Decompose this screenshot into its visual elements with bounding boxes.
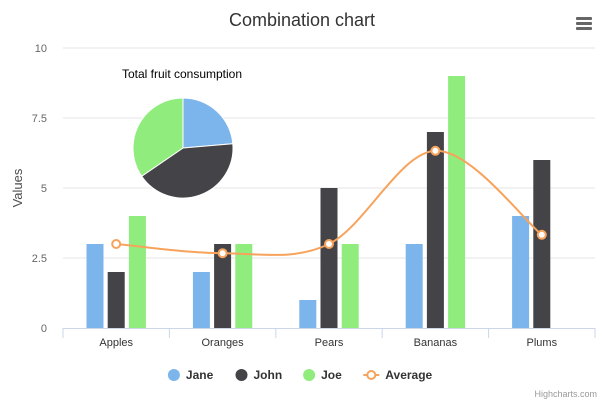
- average-point: [324, 239, 334, 249]
- x-tick-label: Apples: [99, 337, 133, 349]
- legend-point-marker: [366, 370, 377, 380]
- x-tick-label: Oranges: [201, 337, 244, 349]
- legend-label: Jane: [186, 368, 214, 382]
- y-tick-label: 7.5: [32, 113, 47, 125]
- x-axis: Apples Oranges Pears Bananas Plums: [62, 328, 596, 349]
- bar-jane: [512, 216, 530, 328]
- bar-john: [214, 244, 232, 328]
- bar-jane: [299, 300, 317, 328]
- legend-item-jane[interactable]: Jane: [167, 368, 214, 382]
- bar-joe: [128, 216, 146, 328]
- pie-slice-jane: [182, 97, 234, 149]
- bar-jane: [86, 244, 104, 328]
- average-point: [217, 248, 228, 259]
- bar-john: [107, 272, 125, 328]
- legend-label: Joe: [321, 368, 342, 382]
- legend-symbol: [235, 369, 248, 381]
- pie-slice-joe: [132, 97, 184, 177]
- hamburger-menu-icon[interactable]: [572, 12, 596, 34]
- bar-john: [320, 188, 338, 328]
- bar-john: [426, 132, 444, 328]
- bar-john: [533, 160, 551, 328]
- y-tick-label: 2.5: [32, 253, 47, 265]
- legend-item-joe[interactable]: Joe: [303, 368, 342, 382]
- x-tick-label: Pears: [315, 337, 344, 349]
- bar-jane: [192, 272, 210, 328]
- column-series: [86, 76, 551, 328]
- y-tick-label: 10: [35, 43, 47, 55]
- legend-item-john[interactable]: John: [235, 368, 283, 382]
- bar-joe: [341, 244, 359, 328]
- x-tick-label: Plums: [527, 337, 558, 349]
- y-axis-labels: 0 2.5 5 7.5 10: [32, 43, 47, 335]
- legend-label: Average: [385, 368, 432, 382]
- chart-title: Combination chart: [229, 10, 375, 30]
- y-tick-label: 5: [41, 183, 47, 195]
- credits-link[interactable]: Highcharts.com: [534, 389, 597, 399]
- legend-symbol: [303, 369, 316, 381]
- bar-joe: [235, 244, 253, 328]
- pie-slice-john: [141, 143, 234, 199]
- average-point: [536, 229, 547, 240]
- legend-item-average[interactable]: Average: [363, 368, 433, 382]
- legend: Jane John Joe Average: [167, 368, 433, 382]
- legend-label: John: [254, 368, 283, 382]
- average-line: [116, 149, 543, 257]
- bar-joe: [448, 76, 466, 328]
- legend-symbol: [167, 369, 180, 381]
- y-tick-label: 0: [41, 323, 47, 335]
- pie-chart: [132, 97, 234, 199]
- average-point: [430, 145, 441, 156]
- y-axis-title: Values: [10, 168, 25, 207]
- bar-jane: [405, 244, 423, 328]
- average-point: [111, 239, 122, 249]
- average-spline-series: [111, 145, 547, 259]
- pie-title: Total fruit consumption: [122, 67, 242, 81]
- x-tick-label: Bananas: [414, 337, 458, 349]
